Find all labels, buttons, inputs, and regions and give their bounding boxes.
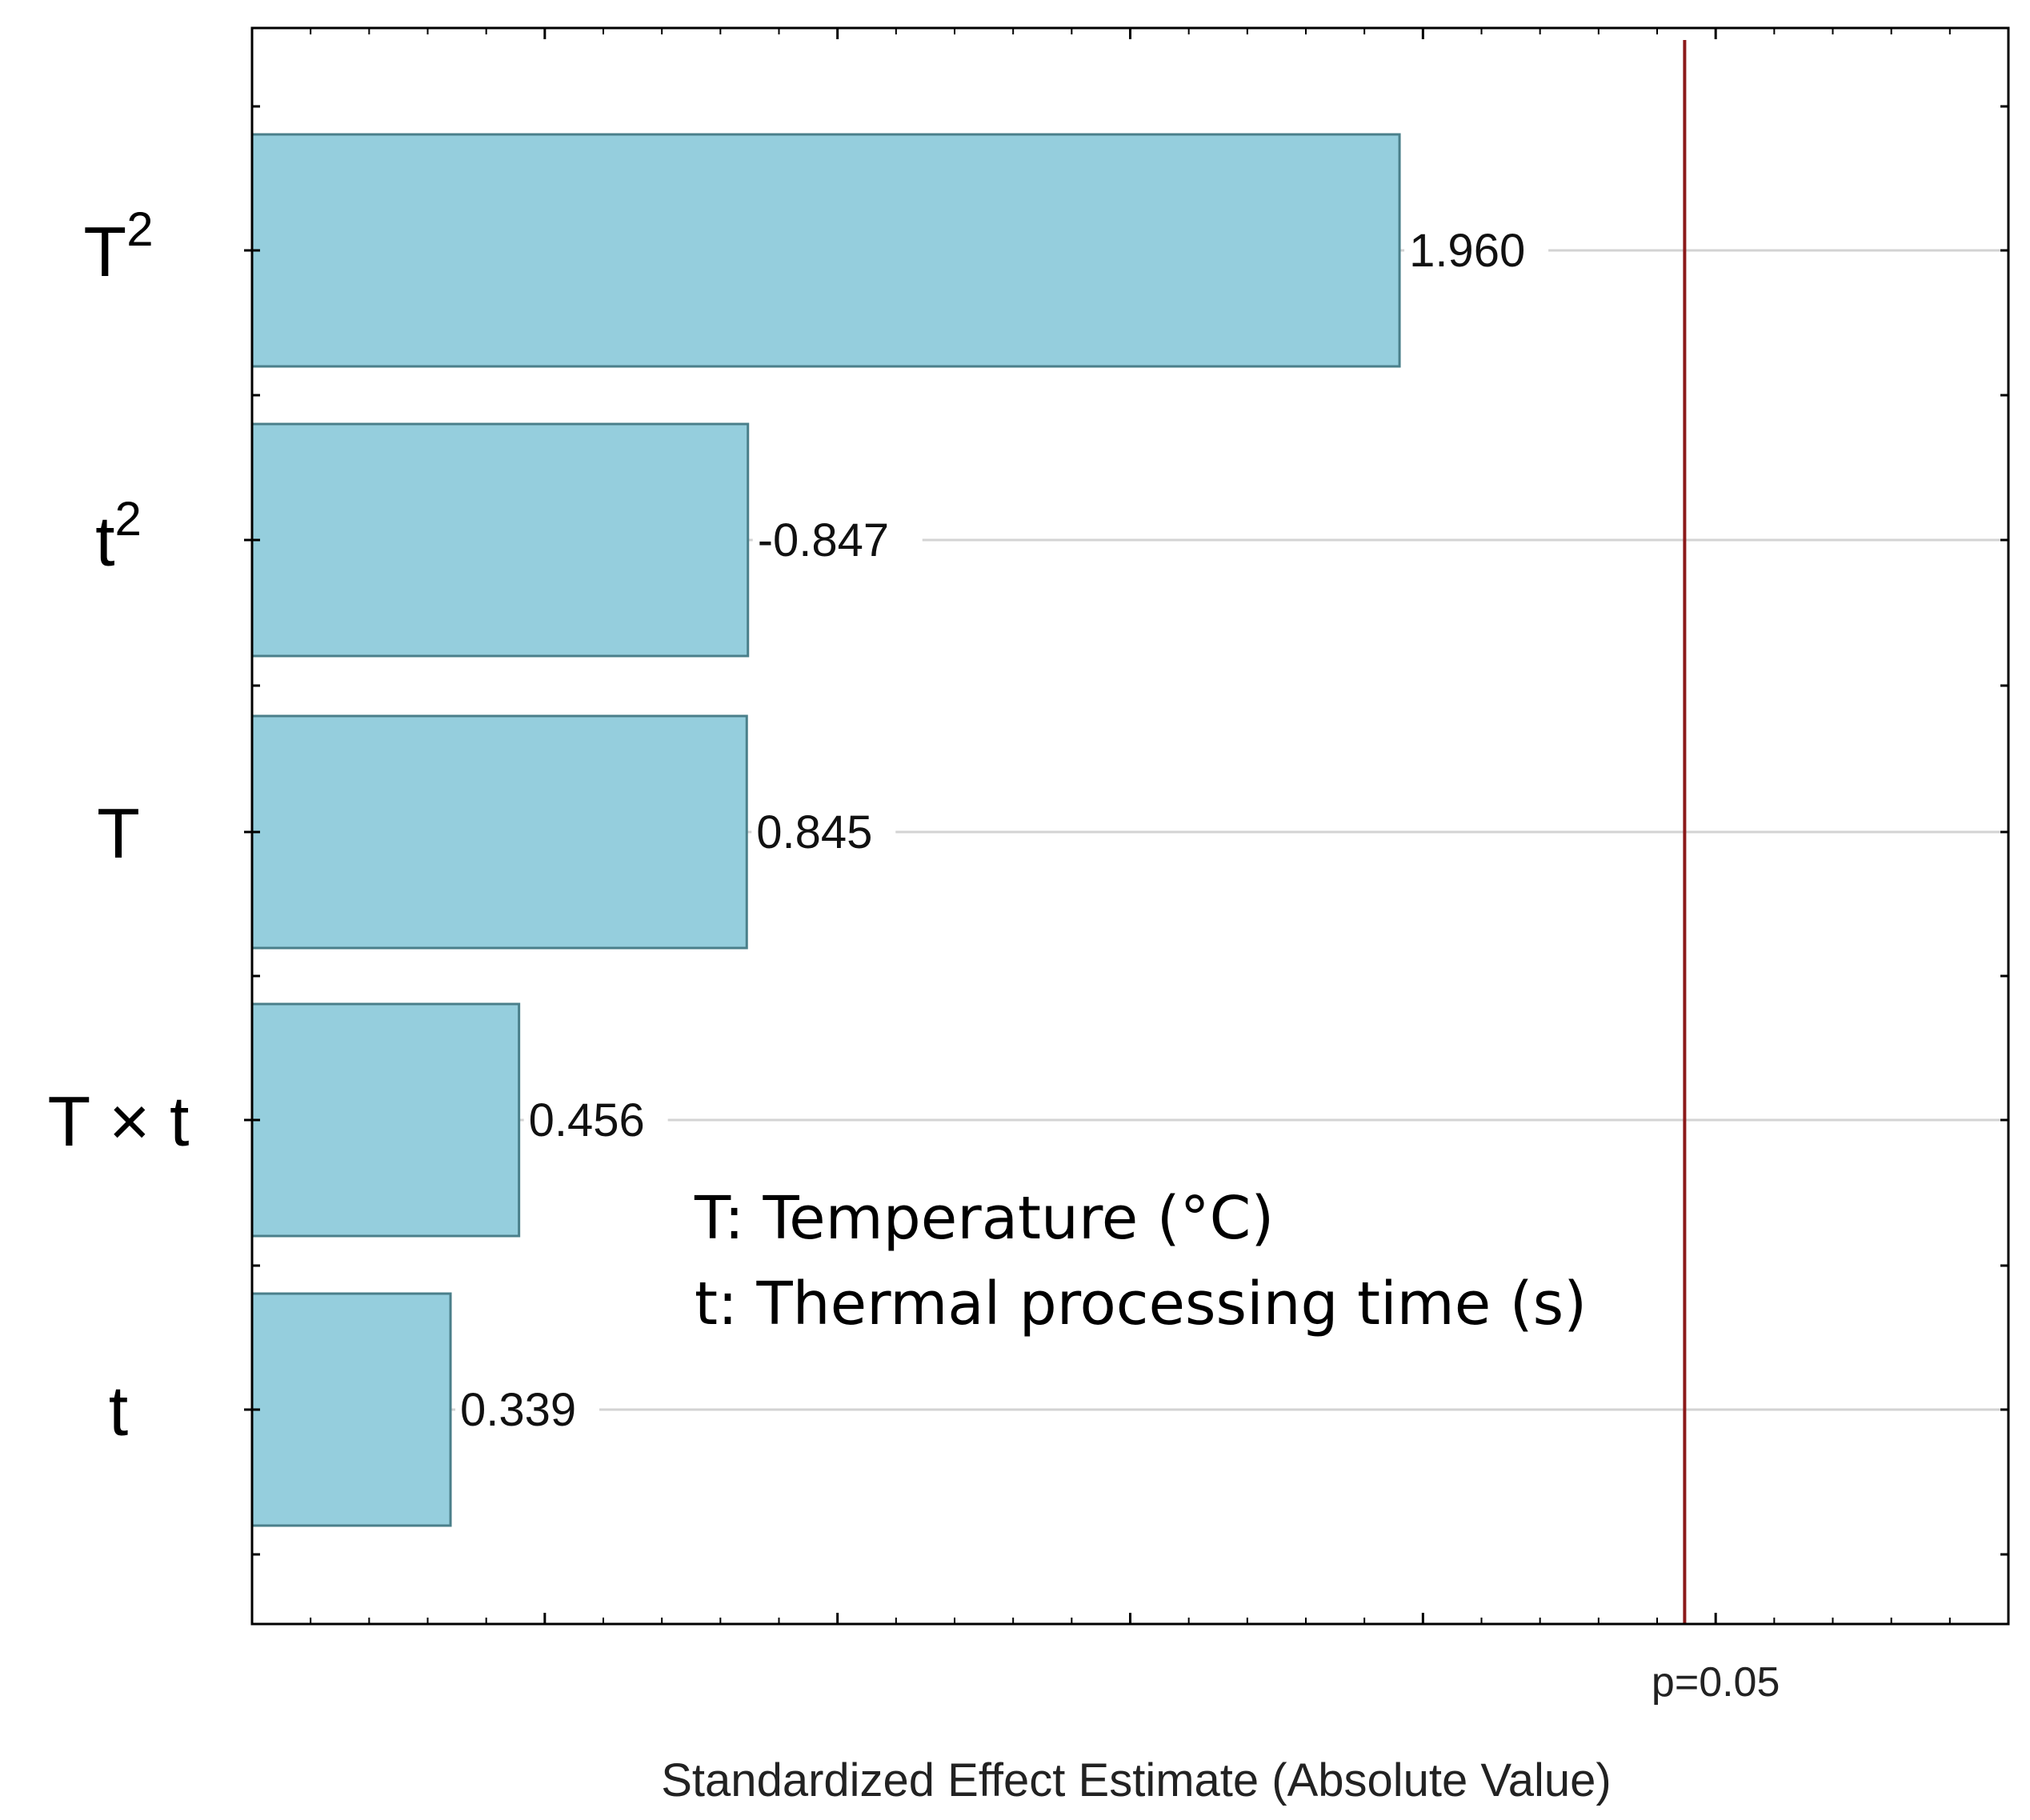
value-label-2: 0.845 (756, 806, 872, 858)
category-label-base-4: t (109, 1371, 128, 1450)
value-label-bg-4 (455, 1378, 600, 1432)
category-label-base-3: T × t (48, 1082, 190, 1161)
category-label-superscript-1: 2 (115, 492, 142, 546)
value-label-0: 1.960 (1409, 225, 1525, 277)
category-label-1: t2 (95, 492, 142, 581)
value-label-bg-1 (752, 508, 923, 562)
value-label-bg-0 (1404, 218, 1549, 273)
category-label-superscript-0: 2 (126, 202, 153, 256)
legend-line-time: t: Thermal processing time (s) (695, 1270, 1587, 1338)
value-label-4: 0.339 (460, 1384, 576, 1436)
legend-line-temperature: T: Temperature (°C) (694, 1184, 1274, 1253)
plot-frame (250, 26, 2010, 1626)
ticks (244, 28, 2008, 1624)
category-label-4: t (109, 1371, 128, 1450)
bar-3 (250, 1002, 521, 1238)
x-axis-title: Standardized Effect Estimate (Absolute V… (661, 1754, 1612, 1806)
category-label-3: T × t (48, 1082, 190, 1161)
bar-1 (250, 422, 750, 658)
reference-line-label: p=0.05 (1652, 1659, 1780, 1706)
value-label-bg-2 (751, 800, 896, 854)
category-label-0: T2 (83, 202, 153, 291)
category-label-base-0: T (83, 212, 126, 291)
value-label-bg-3 (523, 1088, 668, 1142)
bar-0 (250, 133, 1401, 368)
category-label-base-1: t (95, 502, 114, 581)
bar-2 (250, 714, 748, 950)
value-label-3: 0.456 (529, 1094, 645, 1146)
bars (250, 133, 1401, 1527)
category-label-base-2: T (97, 794, 140, 873)
bar-4 (250, 1292, 452, 1527)
category-label-2: T (97, 794, 140, 873)
value-label-1: -0.847 (758, 514, 889, 566)
